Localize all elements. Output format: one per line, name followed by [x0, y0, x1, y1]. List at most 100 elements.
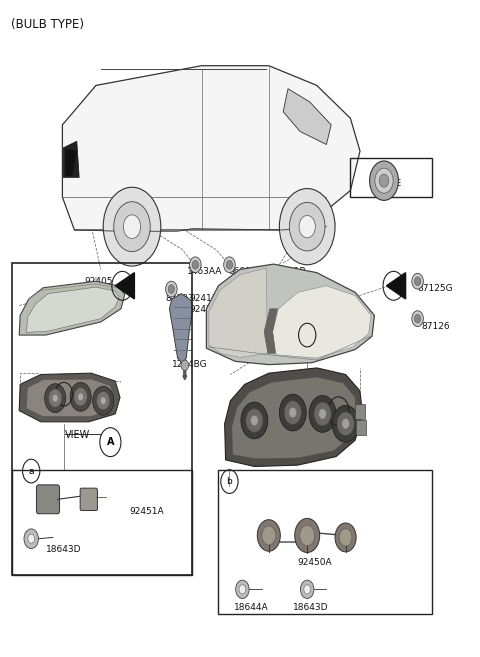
Circle shape: [335, 523, 356, 552]
Polygon shape: [26, 287, 119, 332]
Polygon shape: [66, 149, 77, 176]
Polygon shape: [19, 373, 120, 422]
Circle shape: [342, 419, 349, 429]
Text: b: b: [227, 477, 232, 486]
Circle shape: [304, 585, 311, 594]
Circle shape: [279, 189, 335, 265]
Text: 92405
92406: 92405 92406: [84, 277, 112, 297]
Circle shape: [332, 405, 359, 442]
Circle shape: [190, 257, 201, 273]
FancyArrow shape: [183, 368, 187, 380]
Polygon shape: [209, 268, 267, 357]
Polygon shape: [115, 273, 134, 299]
Circle shape: [236, 580, 249, 599]
Circle shape: [224, 257, 235, 273]
Polygon shape: [264, 309, 277, 353]
Text: 1244BG: 1244BG: [172, 360, 207, 369]
Text: 92450A: 92450A: [298, 558, 332, 568]
Circle shape: [309, 396, 336, 432]
Circle shape: [70, 382, 91, 411]
Text: 18643D: 18643D: [46, 545, 81, 555]
Circle shape: [45, 384, 66, 413]
Circle shape: [251, 415, 258, 426]
Text: B: B: [390, 281, 397, 291]
Circle shape: [289, 202, 325, 251]
Polygon shape: [273, 286, 371, 358]
Circle shape: [74, 388, 87, 406]
Circle shape: [289, 407, 297, 418]
Polygon shape: [63, 141, 79, 177]
Circle shape: [295, 518, 320, 553]
Circle shape: [241, 402, 268, 439]
Circle shape: [257, 520, 280, 551]
Circle shape: [93, 386, 114, 415]
Text: 87393: 87393: [166, 294, 194, 304]
Circle shape: [319, 409, 326, 419]
Circle shape: [379, 174, 389, 187]
Circle shape: [168, 284, 175, 294]
Circle shape: [28, 534, 35, 543]
Circle shape: [100, 397, 106, 405]
Circle shape: [279, 394, 306, 431]
Circle shape: [414, 314, 421, 323]
Circle shape: [339, 529, 352, 546]
Circle shape: [103, 187, 161, 266]
Circle shape: [24, 529, 38, 549]
Text: 92451A: 92451A: [130, 507, 164, 516]
Circle shape: [114, 202, 150, 252]
Text: 86910: 86910: [228, 267, 257, 277]
Circle shape: [337, 412, 354, 436]
Circle shape: [375, 168, 393, 193]
Text: 1731JE: 1731JE: [371, 179, 402, 188]
Polygon shape: [19, 281, 125, 335]
Text: VIEW: VIEW: [65, 430, 90, 440]
Text: 92411A
92421D: 92411A 92421D: [190, 294, 225, 314]
Circle shape: [52, 394, 58, 402]
Circle shape: [300, 525, 315, 546]
Text: A: A: [107, 437, 114, 447]
Text: VIEW: VIEW: [293, 399, 318, 409]
FancyBboxPatch shape: [80, 488, 97, 510]
Polygon shape: [283, 89, 331, 145]
Circle shape: [181, 360, 189, 371]
Bar: [12, 263, 192, 575]
Text: 1463AA: 1463AA: [187, 267, 223, 277]
FancyBboxPatch shape: [36, 485, 60, 514]
Text: 87125G: 87125G: [418, 284, 453, 293]
Circle shape: [299, 215, 315, 238]
Polygon shape: [386, 273, 406, 299]
Text: a: a: [28, 466, 34, 476]
Circle shape: [96, 392, 110, 410]
Bar: [350, 158, 432, 197]
Circle shape: [284, 401, 301, 424]
Text: (BULB TYPE): (BULB TYPE): [11, 18, 84, 32]
Polygon shape: [169, 294, 193, 363]
Circle shape: [239, 585, 246, 594]
Circle shape: [246, 409, 263, 432]
Circle shape: [48, 389, 62, 407]
Circle shape: [166, 281, 177, 297]
Circle shape: [123, 215, 141, 238]
Circle shape: [412, 273, 423, 289]
Polygon shape: [206, 264, 374, 365]
Circle shape: [262, 526, 276, 545]
Text: A: A: [119, 281, 126, 291]
Text: b: b: [304, 330, 310, 340]
Circle shape: [226, 260, 233, 269]
Text: 87126: 87126: [421, 322, 450, 331]
Bar: [355, 404, 365, 419]
Polygon shape: [26, 379, 114, 417]
Circle shape: [78, 393, 84, 401]
Circle shape: [192, 260, 199, 269]
Circle shape: [314, 402, 331, 426]
Text: 18643D: 18643D: [293, 603, 328, 612]
Circle shape: [412, 311, 423, 327]
Circle shape: [370, 161, 398, 200]
Text: a: a: [61, 390, 67, 399]
Bar: [218, 470, 432, 614]
Polygon shape: [225, 368, 362, 466]
Polygon shape: [232, 377, 356, 459]
Bar: [356, 420, 366, 435]
Circle shape: [414, 277, 421, 286]
Bar: [12, 470, 192, 575]
